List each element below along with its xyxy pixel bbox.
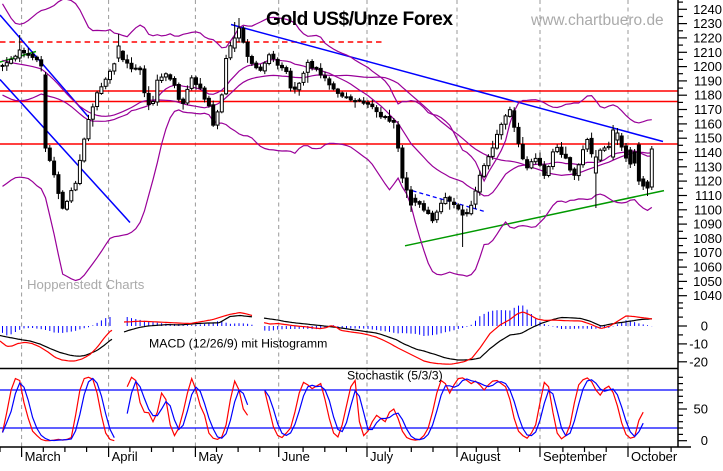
svg-text:0: 0 (701, 433, 708, 448)
svg-text:50: 50 (694, 402, 708, 417)
svg-text:MACD (12/26/9) mit Histogramm: MACD (12/26/9) mit Histogramm (149, 337, 327, 351)
svg-text:1090: 1090 (693, 217, 722, 232)
svg-text:1170: 1170 (694, 102, 722, 117)
svg-text:1200: 1200 (693, 59, 722, 74)
svg-text:1150: 1150 (694, 131, 722, 146)
svg-text:-20: -20 (689, 354, 708, 369)
svg-text:1080: 1080 (693, 231, 722, 246)
svg-text:October: October (631, 449, 678, 464)
svg-text:May: May (198, 449, 223, 464)
svg-text:Gold US$/Unze Forex: Gold US$/Unze Forex (266, 9, 453, 30)
svg-text:1100: 1100 (694, 202, 722, 217)
svg-text:Hoppenstedt Charts: Hoppenstedt Charts (27, 277, 145, 292)
svg-text:1050: 1050 (693, 274, 722, 289)
svg-text:April: April (112, 449, 138, 464)
svg-text:1060: 1060 (693, 260, 722, 275)
svg-text:September: September (543, 449, 607, 464)
svg-text:1190: 1190 (694, 73, 722, 88)
svg-text:1240: 1240 (693, 2, 722, 17)
svg-text:0: 0 (701, 319, 708, 334)
svg-text:August: August (460, 449, 501, 464)
svg-text:1220: 1220 (693, 30, 722, 45)
svg-text:1040: 1040 (693, 288, 722, 303)
svg-text:March: March (25, 449, 61, 464)
svg-text:-10: -10 (689, 336, 708, 351)
svg-text:June: June (282, 449, 310, 464)
svg-text:1180: 1180 (694, 88, 722, 103)
svg-text:1130: 1130 (694, 159, 722, 174)
svg-text:1230: 1230 (693, 16, 722, 31)
svg-text:1070: 1070 (693, 245, 722, 260)
svg-text:1110: 1110 (695, 188, 722, 203)
svg-text:1140: 1140 (694, 145, 722, 160)
svg-text:July: July (370, 449, 394, 464)
svg-text:1160: 1160 (694, 116, 722, 131)
svg-text:Stochastik (5/3/3): Stochastik (5/3/3) (347, 369, 443, 383)
svg-text:www.chartbuero.de: www.chartbuero.de (530, 12, 664, 29)
svg-text:1120: 1120 (694, 174, 722, 189)
svg-text:1210: 1210 (693, 45, 722, 60)
